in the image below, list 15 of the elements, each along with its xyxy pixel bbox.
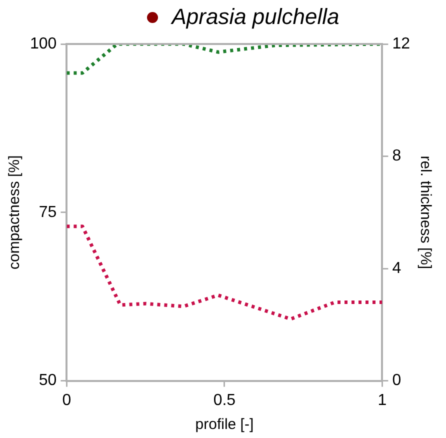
y2-tick-label: 12: [392, 35, 410, 52]
x-tick-label: 1: [378, 392, 387, 409]
y2-tick-label: 8: [392, 148, 402, 165]
x-tick-label: 0.5: [213, 392, 236, 409]
y-tick-label: 75: [38, 204, 57, 221]
y-tick-label: 50: [38, 372, 57, 390]
line-series: [66, 224, 382, 321]
chart-title: Aprasia pulchella: [172, 4, 340, 30]
x-axis-title: profile [-]: [195, 416, 254, 434]
x-tick-label: 0: [62, 392, 72, 409]
y2-tick-label: 4: [392, 260, 402, 277]
y2-axis-title: rel. thickness [%]: [416, 156, 434, 270]
y2-tick-label: 0: [392, 372, 402, 390]
y-axis-title: compactness [%]: [6, 155, 24, 270]
y-tick-label: 100: [30, 35, 57, 52]
